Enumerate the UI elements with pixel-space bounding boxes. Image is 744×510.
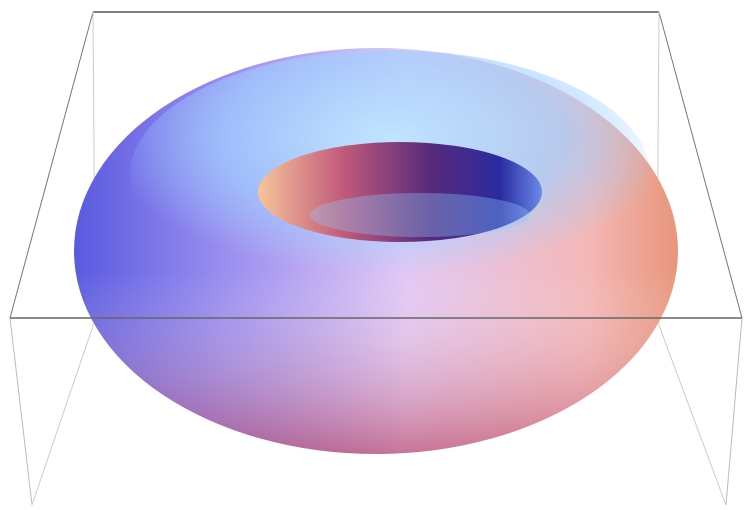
torus xyxy=(74,48,678,454)
page xyxy=(0,0,744,510)
torus-hole-lip xyxy=(310,193,530,237)
box-edge xyxy=(657,320,726,505)
torus-plot xyxy=(0,0,744,510)
box-edge xyxy=(10,318,32,505)
box-edge xyxy=(726,318,742,505)
box-edge xyxy=(32,320,95,505)
